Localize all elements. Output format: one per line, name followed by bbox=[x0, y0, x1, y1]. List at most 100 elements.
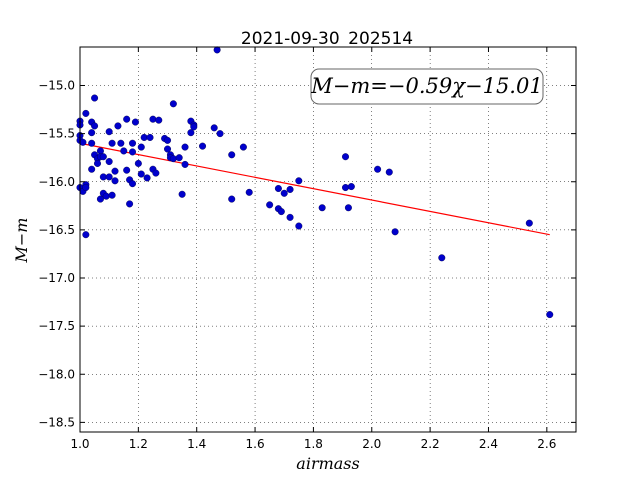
data-point bbox=[111, 177, 119, 185]
data-point bbox=[140, 133, 148, 141]
data-point bbox=[152, 169, 160, 177]
x-tick-label: 1.8 bbox=[304, 437, 323, 451]
data-point bbox=[228, 151, 236, 159]
data-point bbox=[120, 147, 128, 155]
data-point bbox=[105, 158, 113, 166]
data-point bbox=[82, 231, 90, 239]
data-point bbox=[94, 159, 102, 167]
y-tick-label: −15.5 bbox=[38, 127, 75, 141]
data-point bbox=[266, 201, 274, 209]
x-tick-label: 2.6 bbox=[537, 437, 556, 451]
data-point bbox=[239, 143, 247, 151]
fit-equation: M−m=−0.59χ−15.01 bbox=[310, 74, 542, 98]
x-tick-label: 1.2 bbox=[129, 437, 148, 451]
data-point bbox=[105, 173, 113, 181]
data-point bbox=[181, 143, 189, 151]
data-point bbox=[169, 100, 177, 108]
data-point bbox=[114, 122, 122, 130]
fit-equation-box: M−m=−0.59χ−15.01 bbox=[310, 68, 544, 105]
x-tick-label: 1.4 bbox=[187, 437, 206, 451]
data-point bbox=[79, 138, 87, 146]
data-point bbox=[134, 159, 142, 167]
y-tick-label: −16.0 bbox=[38, 175, 75, 189]
grid bbox=[79, 47, 576, 432]
data-point bbox=[143, 174, 151, 182]
axis-ticks: 1.0 1.2 1.4 1.6 1.8 2.0 2.2 2.4 2.6 −15.0 −15.5 −16… bbox=[38, 47, 576, 451]
y-tick-label: −18.0 bbox=[38, 367, 75, 381]
data-point bbox=[123, 115, 131, 123]
data-point bbox=[525, 219, 533, 227]
data-point bbox=[295, 222, 303, 230]
data-point bbox=[280, 189, 288, 197]
data-point bbox=[178, 190, 186, 198]
data-point bbox=[149, 115, 157, 123]
x-tick-label: 2.0 bbox=[362, 437, 381, 451]
data-point bbox=[102, 192, 110, 200]
data-point bbox=[245, 188, 253, 196]
data-point bbox=[374, 165, 382, 173]
y-tick-label: −15.0 bbox=[38, 79, 75, 93]
x-tick-label: 1.0 bbox=[70, 437, 89, 451]
y-axis-label: M−m bbox=[12, 218, 31, 264]
data-point bbox=[129, 180, 137, 188]
x-tick-label: 2.2 bbox=[421, 437, 440, 451]
data-point bbox=[108, 139, 116, 147]
fit-equation-frame bbox=[310, 68, 544, 105]
data-point bbox=[137, 143, 145, 151]
data-point bbox=[155, 116, 163, 124]
data-point bbox=[82, 109, 90, 117]
data-point bbox=[342, 184, 350, 192]
data-point bbox=[164, 145, 172, 153]
data-point bbox=[123, 166, 131, 174]
chart-title: 2021-09-30_202514 bbox=[241, 29, 413, 49]
data-point bbox=[318, 204, 326, 212]
plot-frame bbox=[79, 46, 577, 433]
data-point bbox=[199, 142, 207, 150]
data-point bbox=[342, 153, 350, 161]
data-point bbox=[169, 155, 177, 163]
y-tick-label: −17.0 bbox=[38, 271, 75, 285]
data-points bbox=[76, 46, 554, 319]
x-tick-label: 2.4 bbox=[479, 437, 498, 451]
data-point bbox=[105, 128, 113, 136]
y-tick-label: −18.5 bbox=[38, 415, 75, 429]
data-point bbox=[181, 160, 189, 168]
data-point bbox=[129, 148, 137, 156]
data-point bbox=[82, 184, 90, 192]
data-point bbox=[277, 208, 285, 216]
x-axis-label: airmass bbox=[296, 454, 359, 473]
data-point bbox=[286, 213, 294, 221]
data-point bbox=[117, 139, 125, 147]
data-point bbox=[88, 139, 96, 147]
x-tick-label: 1.6 bbox=[246, 437, 265, 451]
data-point bbox=[385, 168, 393, 176]
data-point bbox=[91, 94, 99, 102]
plot-area bbox=[80, 47, 576, 432]
data-point bbox=[546, 311, 554, 319]
data-point bbox=[228, 195, 236, 203]
data-point bbox=[126, 200, 134, 208]
data-point bbox=[164, 136, 172, 144]
data-point bbox=[108, 191, 116, 199]
data-point bbox=[146, 133, 154, 141]
data-point bbox=[91, 122, 99, 130]
data-point bbox=[216, 130, 224, 138]
data-point bbox=[391, 228, 399, 236]
data-point bbox=[210, 124, 218, 132]
data-point bbox=[286, 185, 294, 193]
data-point bbox=[438, 254, 446, 262]
y-tick-label: −16.5 bbox=[38, 223, 75, 237]
data-point bbox=[187, 129, 195, 137]
fit-line bbox=[79, 142, 550, 236]
data-point bbox=[129, 139, 137, 147]
data-point bbox=[99, 153, 107, 161]
data-point bbox=[99, 173, 107, 181]
data-point bbox=[344, 204, 352, 212]
y-tick-label: −17.5 bbox=[38, 319, 75, 333]
data-point bbox=[131, 118, 139, 126]
data-point bbox=[347, 183, 355, 191]
data-point bbox=[111, 167, 119, 175]
data-point bbox=[274, 184, 282, 192]
data-point bbox=[190, 123, 198, 131]
